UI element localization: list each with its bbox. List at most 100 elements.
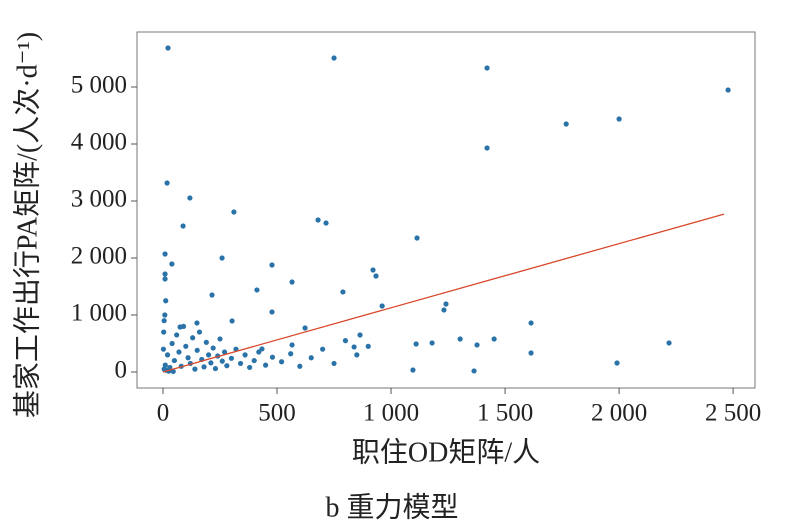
scatter-point <box>269 262 275 268</box>
scatter-point <box>528 350 534 356</box>
scatter-point <box>224 363 230 369</box>
scatter-point <box>373 273 379 279</box>
x-tick-label: 2 000 <box>591 400 647 427</box>
scatter-point <box>297 363 303 369</box>
x-tick-label: 0 <box>157 400 170 427</box>
scatter-point <box>254 287 260 293</box>
scatter-point <box>217 336 223 342</box>
scatter-point <box>183 343 189 349</box>
scatter-point <box>221 349 228 355</box>
scatter-point <box>379 303 385 309</box>
scatter-point <box>251 357 257 364</box>
scatter-point <box>315 217 321 223</box>
scatter-point <box>208 360 214 366</box>
scatter-point <box>289 342 295 348</box>
scatter-point <box>169 261 175 267</box>
scatter-point <box>340 289 346 295</box>
scatter-point <box>666 340 672 346</box>
scatter-point <box>528 320 534 326</box>
scatter-point <box>614 360 620 366</box>
scatter-point <box>342 338 349 344</box>
scatter-point <box>219 358 225 364</box>
x-axis-label: 职住OD矩阵/人 <box>352 436 540 468</box>
scatter-point <box>289 279 295 285</box>
scatter-point <box>164 180 170 186</box>
fit-line <box>162 213 725 373</box>
scatter-point <box>229 318 235 324</box>
scatter-point <box>484 65 490 71</box>
y-tick-label: 0 <box>115 357 128 384</box>
scatter-point <box>616 116 622 122</box>
scatter-point <box>563 121 569 127</box>
scatter-point <box>256 349 262 355</box>
scatter-point <box>206 352 212 358</box>
scatter-point <box>210 345 216 351</box>
scatter-point <box>443 301 449 307</box>
scatter-point <box>176 349 182 355</box>
scatter-point <box>410 367 416 373</box>
scatter-point <box>162 271 168 277</box>
y-tick-label: 5 000 <box>71 72 127 99</box>
scatter-point <box>308 355 314 361</box>
scatter-point <box>196 329 203 335</box>
scatter-point <box>491 336 497 342</box>
scatter-point <box>320 346 326 352</box>
scatter-point <box>354 352 360 358</box>
y-axis-label: 基家工作出行PA矩阵/(人次·d⁻¹) <box>11 32 43 418</box>
scatter-point <box>331 360 337 367</box>
scatter-point <box>247 364 253 371</box>
scatter-point <box>219 255 225 261</box>
scatter-point <box>201 364 207 370</box>
scatter-point <box>231 209 237 215</box>
scatter-point <box>194 320 200 326</box>
scatter-point <box>278 359 285 365</box>
scatter-point <box>323 220 329 226</box>
scatter-point <box>162 276 168 282</box>
scatter-point <box>725 87 731 93</box>
scatter-point <box>237 360 244 367</box>
scatter-point <box>263 362 269 368</box>
x-tick-label: 1 500 <box>477 400 533 427</box>
scatter-point <box>331 55 337 61</box>
scatter-point <box>161 318 167 324</box>
scatter-point <box>365 343 371 349</box>
x-tick-label: 2 500 <box>705 400 761 427</box>
scatter-point <box>180 323 187 329</box>
scatter-point <box>160 346 167 352</box>
scatter-point <box>302 325 308 331</box>
scatter-point <box>180 223 186 229</box>
scatter-point <box>228 355 235 361</box>
scatter-point <box>203 339 209 345</box>
scatter-point <box>484 145 490 151</box>
scatter-point <box>169 340 175 347</box>
scatter-point <box>187 195 193 201</box>
scatter-point <box>474 342 480 348</box>
scatter-point <box>162 251 168 257</box>
scatter-point <box>242 352 248 358</box>
scatter-point <box>194 347 200 353</box>
chart-title: b 重力模型 <box>325 491 458 523</box>
scatter-point <box>471 368 477 374</box>
y-tick-label: 4 000 <box>71 129 127 156</box>
scatter-point <box>212 365 219 372</box>
x-tick-label: 1 000 <box>363 400 419 427</box>
scatter-point <box>351 344 357 350</box>
scatter-point <box>171 357 177 364</box>
scatter-point <box>162 312 168 318</box>
x-tick-label: 500 <box>258 400 296 427</box>
scatter-point <box>192 366 198 372</box>
y-tick-label: 3 000 <box>71 186 127 213</box>
scatter-point <box>190 335 196 341</box>
scatter-point <box>429 340 435 346</box>
scatter-point <box>163 298 169 304</box>
scatter-point <box>269 354 276 360</box>
plot-frame <box>136 31 756 389</box>
scatter-point <box>162 362 168 368</box>
scatter-point <box>161 329 167 335</box>
scatter-point <box>288 351 294 357</box>
scatter-point <box>414 235 420 241</box>
y-tick-label: 2 000 <box>71 243 127 270</box>
scatter-point <box>413 341 419 347</box>
